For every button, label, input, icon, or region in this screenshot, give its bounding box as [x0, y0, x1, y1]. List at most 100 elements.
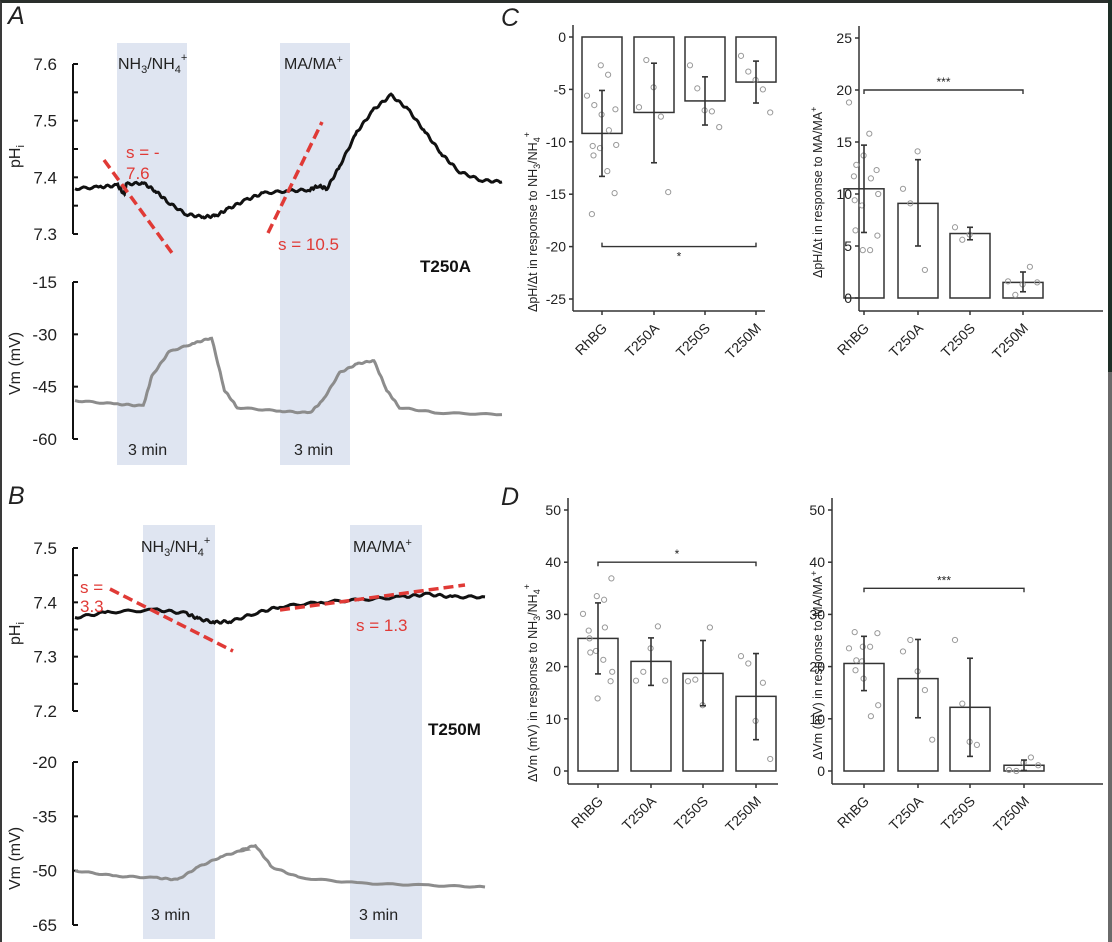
significance-label: ***	[937, 573, 951, 587]
data-point	[643, 56, 650, 64]
data-point	[853, 657, 860, 664]
stim2-duration: 3 min	[359, 907, 398, 924]
bar-chart-c-nh3: 0 -5 -10 -15 -20 -25 RhBG T250A T250S T250M *	[546, 25, 777, 362]
x-tick-label: RhBG	[834, 320, 872, 358]
data-point	[867, 713, 875, 720]
data-point	[662, 677, 669, 684]
ph-tick-label: 7.6	[33, 55, 57, 74]
y-tick-label: 50	[809, 502, 825, 518]
ph-tick-label: 7.3	[33, 225, 57, 244]
ylabel-c-nh3: ΔpH/Δt in response to NH3/NH4+	[522, 132, 542, 312]
data-point	[632, 677, 640, 684]
y-tick-label: 30	[545, 606, 561, 622]
vm-axis-label-a: Vm (mV)	[7, 332, 24, 395]
panel-letter-d: D	[501, 483, 519, 511]
vm-axis-b: -20 -35 -50 -65	[32, 753, 78, 935]
data-point	[708, 108, 716, 115]
data-point	[845, 99, 853, 106]
data-point	[737, 52, 745, 59]
y-tick-label: 5	[844, 238, 852, 254]
data-point	[586, 635, 593, 642]
vm-axis-a: -15 -30 -45 -60	[32, 273, 78, 449]
data-point	[716, 124, 723, 131]
data-point	[859, 643, 866, 650]
data-point	[588, 211, 596, 218]
vm-tick-label: -45	[32, 378, 57, 397]
data-point	[907, 200, 914, 207]
data-point	[590, 152, 597, 159]
slope-2-label-b: s = 1.3	[356, 616, 408, 635]
ph-tick-label: 7.4	[33, 593, 57, 612]
significance-bracket	[863, 89, 1024, 94]
data-point	[600, 656, 607, 663]
x-tick-label: RhBG	[568, 793, 606, 831]
data-point	[654, 623, 662, 630]
stim1-label: NH3/NH4+	[118, 52, 187, 76]
stim1-duration: 3 min	[128, 442, 167, 459]
x-tick-label: T250A	[886, 319, 927, 360]
slope-1-label-a: s = -7.6	[126, 143, 160, 183]
ph-axis-label-a: pHi	[7, 145, 27, 168]
significance-label: ***	[936, 75, 950, 89]
x-tick-label: T250A	[886, 792, 927, 833]
data-point	[601, 596, 608, 603]
data-point	[601, 624, 609, 631]
data-point	[594, 695, 601, 702]
slope-line-2-b	[279, 583, 466, 612]
stim1-label: NH3/NH4+	[141, 535, 210, 559]
y-tick-label: 15	[836, 134, 852, 150]
x-tick-label: RhBG	[834, 793, 872, 831]
data-point	[853, 161, 860, 168]
variant-label-a: T250A	[420, 257, 471, 276]
data-point	[1035, 762, 1042, 769]
data-point	[591, 102, 598, 109]
data-point	[585, 627, 592, 634]
x-tick-label: T250S	[938, 320, 978, 360]
data-point	[914, 148, 921, 155]
x-tick-label: T250S	[673, 320, 713, 360]
panel-b: B NH3/NH4+ MA/MA+ 3 min 3 min 7.57.47.37…	[7, 482, 486, 939]
data-point	[852, 227, 859, 234]
stim1-shade	[117, 43, 187, 465]
data-point	[951, 224, 959, 231]
data-point	[692, 676, 699, 683]
data-point	[583, 92, 591, 99]
data-point	[921, 686, 929, 694]
data-point	[899, 185, 907, 192]
panel-letter-b: B	[8, 482, 25, 510]
data-point	[859, 247, 866, 254]
y-tick-label: 25	[836, 30, 852, 46]
y-tick-label: -25	[546, 291, 566, 307]
data-point	[874, 232, 881, 239]
y-tick-label: 20	[809, 659, 825, 675]
y-tick-label: 10	[809, 711, 825, 727]
vm-tick-label: -60	[32, 430, 57, 449]
data-point	[767, 755, 774, 763]
vm-tick-label: -30	[32, 325, 57, 344]
data-point	[605, 71, 612, 78]
data-point	[866, 130, 873, 137]
ph-tick-label: 7.3	[33, 648, 57, 667]
data-point	[921, 266, 929, 274]
significance-bracket	[601, 242, 757, 248]
vm-trace-a	[74, 336, 503, 417]
slope-line-1-a	[102, 158, 174, 255]
slope-line-1-b	[109, 587, 234, 653]
stim2-duration: 3 min	[294, 442, 333, 459]
ylabel-c-ma: ΔpH/Δt in response to MA/MA+	[809, 107, 825, 278]
significance-label: *	[675, 547, 680, 561]
data-point	[959, 236, 966, 243]
x-tick-label: RhBG	[572, 320, 610, 358]
data-point	[767, 109, 774, 116]
data-point	[611, 190, 618, 197]
y-tick-label: 20	[545, 659, 561, 675]
x-tick-label: T250M	[722, 320, 764, 362]
x-tick-label: T250M	[990, 793, 1032, 835]
x-tick-label: T250A	[619, 792, 660, 833]
ph-tick-label: 7.2	[33, 702, 57, 721]
data-point	[845, 645, 853, 652]
significance-bracket	[597, 561, 757, 567]
y-tick-label: 10	[545, 711, 561, 727]
data-point	[694, 85, 701, 92]
